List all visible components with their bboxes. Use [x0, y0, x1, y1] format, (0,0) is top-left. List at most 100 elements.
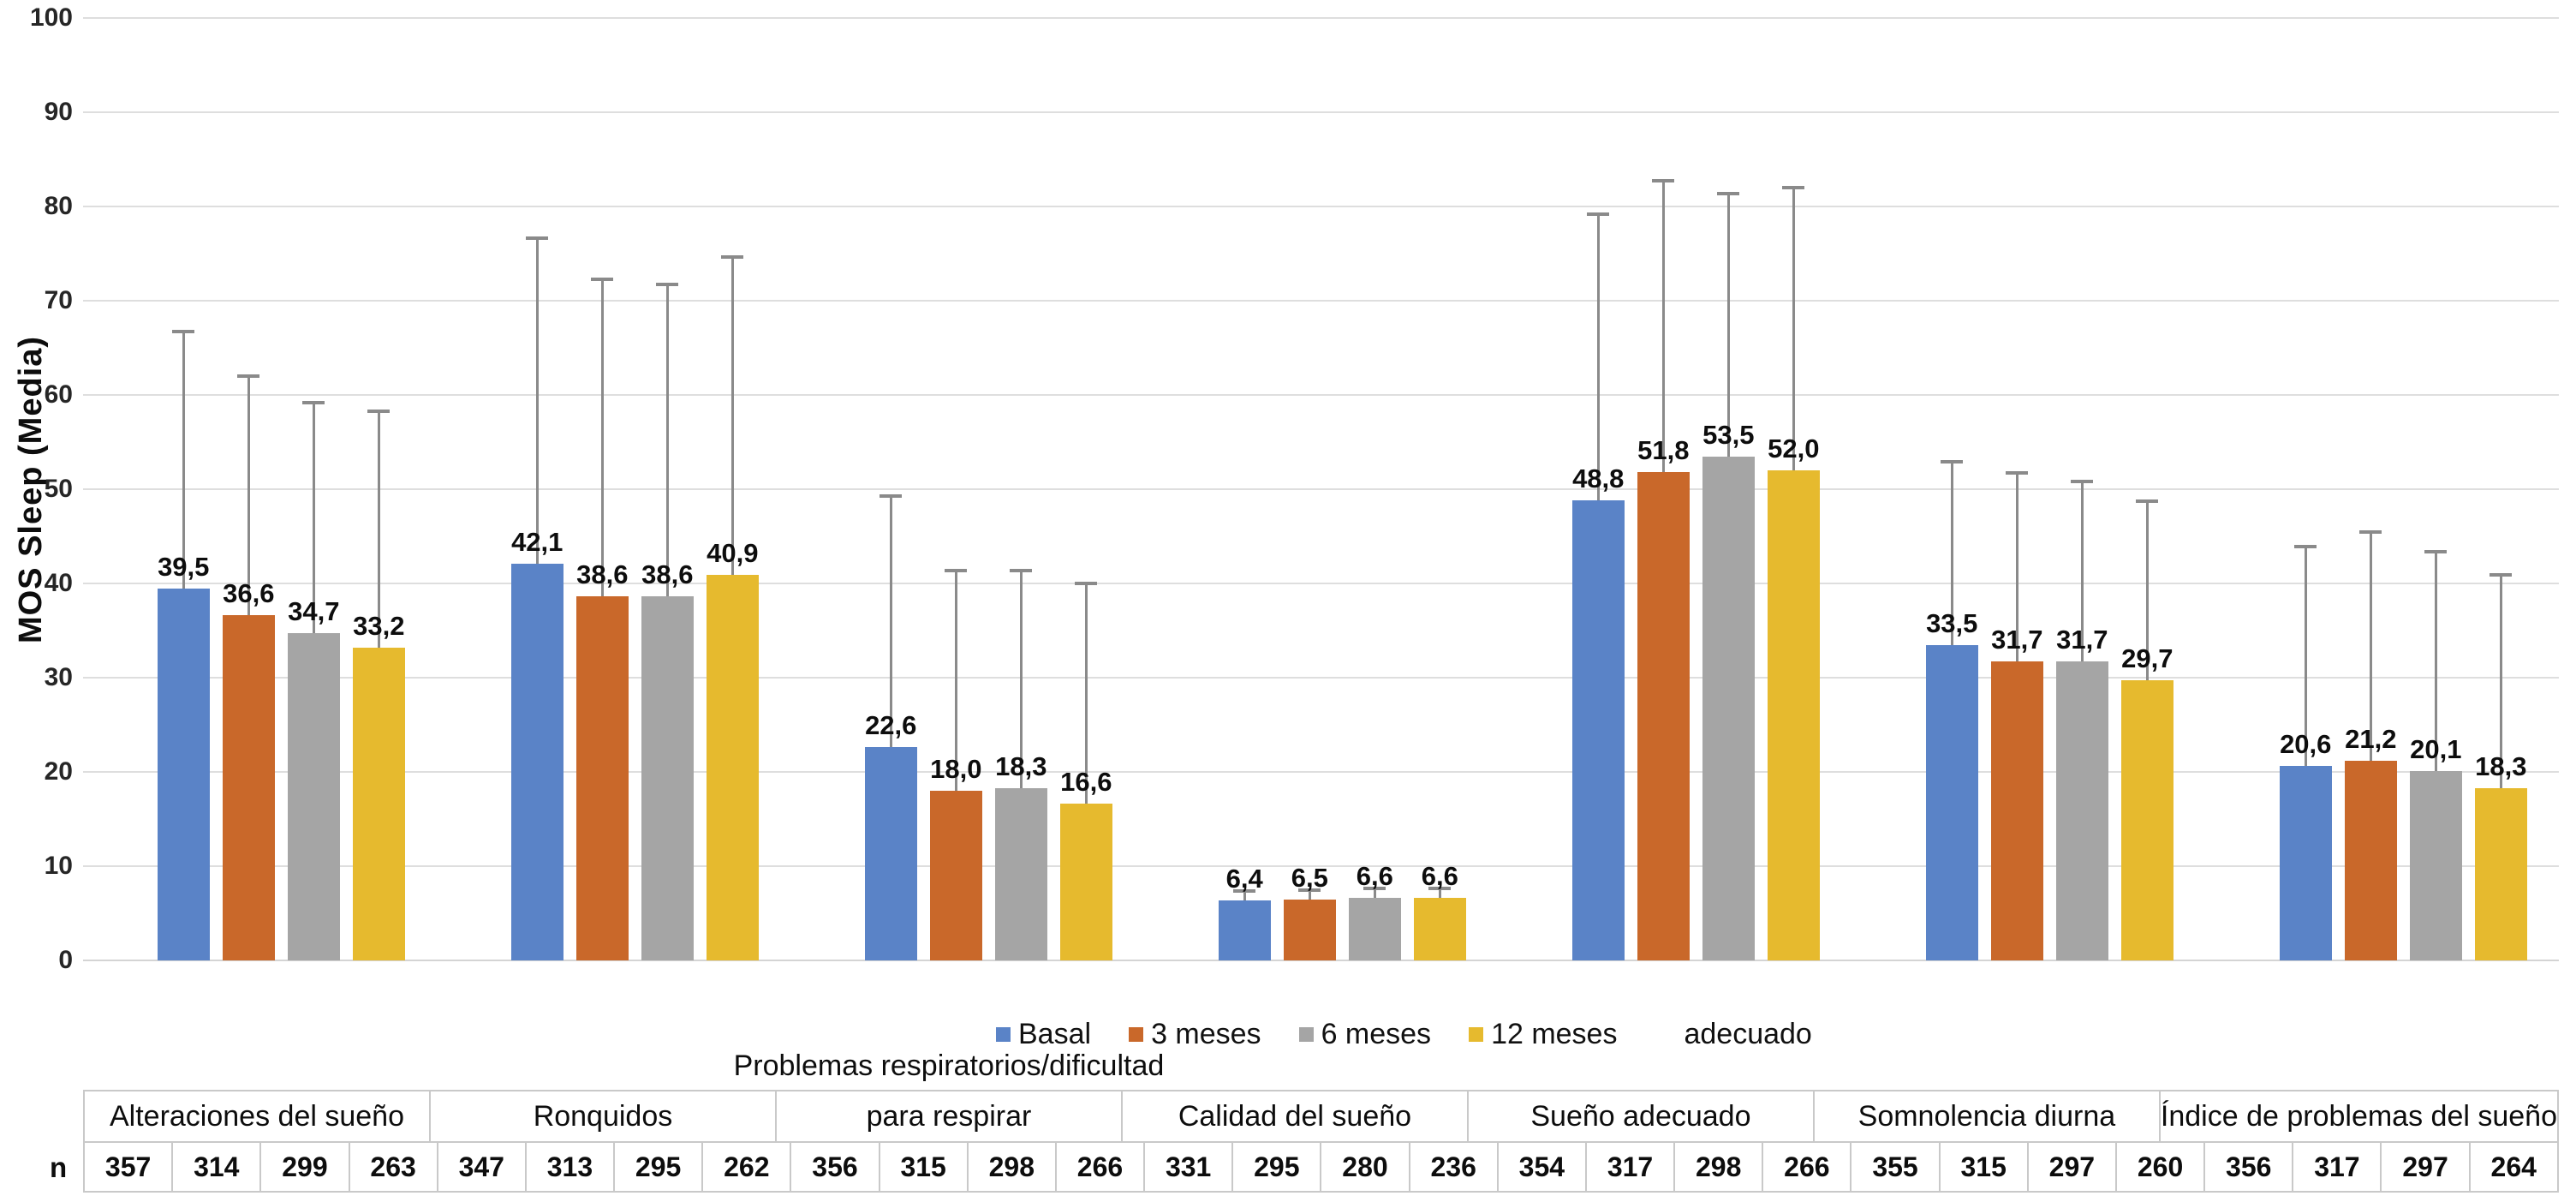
n-value-cell: 298 [969, 1143, 1057, 1191]
category-cell-5: Sueño adecuado [1469, 1091, 1815, 1141]
bar-basal [1571, 500, 1625, 960]
error-bar-stem [182, 332, 185, 589]
bar-value-label: 29,7 [2121, 643, 2174, 674]
category-label: Sueño adecuado [1530, 1099, 1751, 1133]
category-cell-2: Ronquidos [431, 1091, 777, 1141]
error-bar-stem [2434, 551, 2437, 771]
n-value-cell: 299 [261, 1143, 350, 1191]
y-tick-label-60: 60 [44, 380, 73, 409]
error-bar-cap [2490, 573, 2513, 577]
gridline-100 [83, 17, 2559, 19]
bar-value-label: 38,6 [576, 559, 629, 590]
error-bar-cap [1233, 888, 1256, 893]
error-bar-stem [2015, 473, 2018, 662]
gridline-40 [83, 583, 2559, 584]
error-bar-stem [1596, 213, 1600, 501]
bar-3-meses [929, 791, 982, 960]
error-bar-cap [1428, 887, 1452, 891]
bar-6-meses [641, 596, 694, 960]
error-bar-stem [2304, 547, 2307, 767]
bar-12-meses [1059, 804, 1112, 960]
bar-basal [510, 563, 564, 960]
bar-cell: 6,5 [1283, 18, 1336, 960]
n-row-label: n [50, 1151, 68, 1183]
y-tick-label-10: 10 [44, 852, 73, 880]
bars-row: 33,5 31,7 31,7 29,7 [1852, 18, 2205, 960]
error-bar-cap [1782, 186, 1805, 189]
error-bar-stem [1373, 888, 1376, 899]
bar-12-meses [1767, 470, 1820, 960]
y-tick-label-80: 80 [44, 192, 73, 220]
bar-value-label: 20,6 [2280, 729, 2332, 760]
error-bar-stem [889, 495, 892, 748]
bar-cell: 31,7 [2055, 18, 2108, 960]
bars-row: 20,6 21,2 20,1 18,3 [2205, 18, 2559, 960]
error-bar-cap [367, 409, 391, 413]
gridline-20 [83, 771, 2559, 773]
n-value-cell: 314 [173, 1143, 262, 1191]
n-value-cell: 236 [1410, 1143, 1499, 1191]
error-bar-cap [302, 400, 325, 404]
bar-cell: 18,0 [929, 18, 982, 960]
y-tick-label-70: 70 [44, 286, 73, 314]
error-bar-stem [1243, 890, 1246, 900]
category-cell-3: Problemas respiratorios/dificultad para r… [734, 1049, 1164, 1141]
bar-cell: 39,5 [157, 18, 210, 960]
bar-3-meses [2344, 760, 2397, 960]
bar-value-label: 48,8 [1572, 463, 1625, 494]
bar-value-label: 53,5 [1702, 419, 1755, 450]
bar-cell: 34,7 [287, 18, 340, 960]
n-value-cell: 262 [703, 1143, 792, 1191]
legend-label: 6 meses [1321, 1017, 1432, 1050]
legend: Basal 3 meses 6 meses 12 meses adecuado [996, 1014, 1812, 1054]
bar-6-meses [1702, 456, 1755, 960]
bar-value-label: 36,6 [223, 578, 275, 609]
n-value-cell: 260 [2117, 1143, 2206, 1191]
bar-group-2: 42,1 38,6 38,6 40,9 [437, 18, 790, 960]
bar-group-3: 22,6 18,0 18,3 16,6 [790, 18, 1144, 960]
bar-3-meses [1283, 899, 1336, 960]
y-tick-label-100: 100 [29, 3, 73, 32]
legend-swatch-icon [996, 1026, 1011, 1042]
error-bar-stem [1019, 570, 1023, 788]
category-label: Alteraciones del sueño [109, 1099, 404, 1133]
error-bar-cap [2006, 471, 2029, 475]
n-value-cell: 297 [2029, 1143, 2117, 1191]
bar-cell: 18,3 [994, 18, 1047, 960]
legend-item-3-meses: 3 meses [1129, 1018, 1261, 1051]
error-bar-cap [1652, 179, 1675, 183]
bar-value-label: 6,4 [1225, 863, 1263, 894]
error-bar-stem [2145, 501, 2149, 681]
bar-cell: 6,4 [1218, 18, 1271, 960]
bar-value-label: 21,2 [2345, 723, 2397, 754]
bar-cell: 6,6 [1413, 18, 1466, 960]
error-bar-cap [721, 255, 744, 260]
n-value-cell: 315 [1941, 1143, 2029, 1191]
bar-6-meses [2409, 770, 2462, 960]
n-value-cell: 280 [1321, 1143, 1410, 1191]
stray-label-adecuado: adecuado [1684, 1017, 1812, 1050]
error-bar-cap [1717, 191, 1740, 195]
bar-6-meses [2055, 661, 2108, 960]
bar-cell: 21,2 [2344, 18, 2397, 960]
bar-3-meses [222, 615, 275, 960]
bar-6-meses [287, 633, 340, 960]
n-value-cell: 356 [2205, 1143, 2294, 1191]
bar-cell: 33,5 [1925, 18, 1978, 960]
gridline-50 [83, 488, 2559, 490]
bar-cell: 38,6 [641, 18, 694, 960]
bar-value-label: 18,0 [930, 754, 982, 784]
bar-value-label: 33,2 [353, 610, 405, 641]
bars-row: 48,8 51,8 53,5 52,0 [1498, 18, 1852, 960]
y-tick-label-30: 30 [44, 663, 73, 691]
y-tick-label-50: 50 [44, 475, 73, 503]
y-tick-label-20: 20 [44, 757, 73, 786]
category-label-top-line: Problemas respiratorios/dificultad [733, 1049, 1165, 1082]
bar-cell: 20,1 [2409, 18, 2462, 960]
bar-cell: 29,7 [2120, 18, 2174, 960]
bar-value-label: 39,5 [158, 551, 210, 582]
bar-cell: 40,9 [706, 18, 759, 960]
error-bar-stem [1792, 188, 1795, 470]
bar-cell: 38,6 [575, 18, 629, 960]
bar-value-label: 6,5 [1291, 862, 1328, 893]
